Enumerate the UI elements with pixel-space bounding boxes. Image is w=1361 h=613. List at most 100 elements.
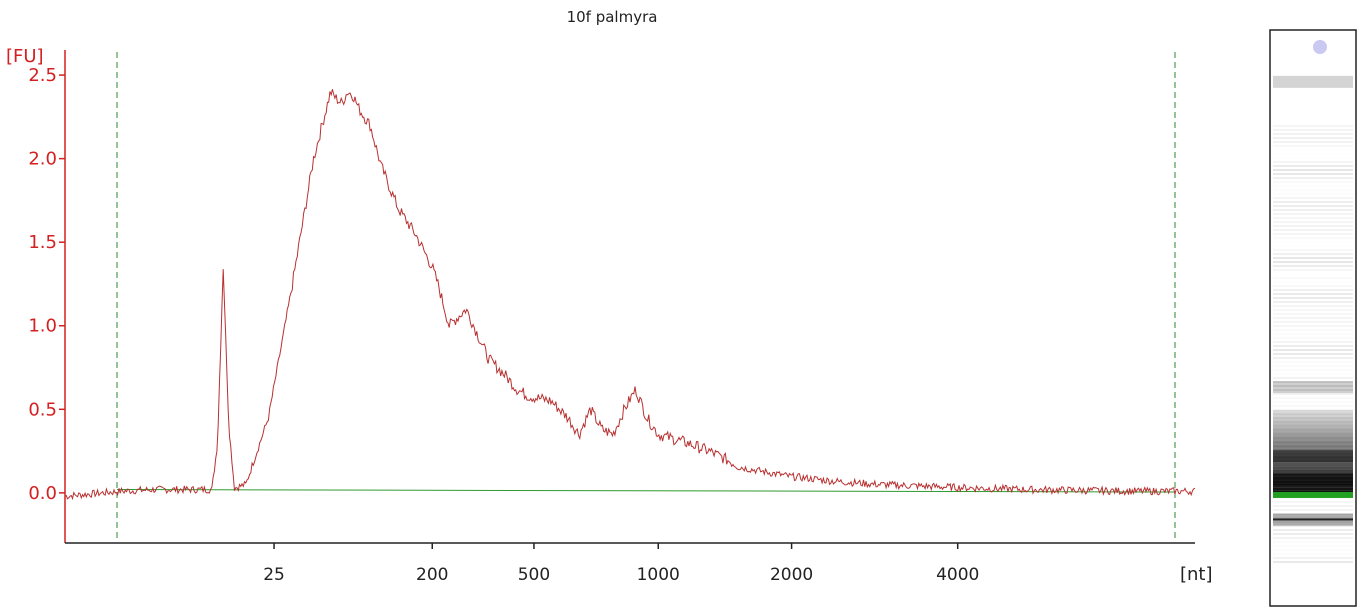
x-tick-label: 4000 [936, 565, 979, 585]
gel-smear-line [1273, 389, 1353, 391]
gel-smear-line [1273, 229, 1353, 231]
baseline-line [116, 489, 1176, 493]
gel-smear-line [1273, 433, 1353, 435]
gel-smear-line [1273, 145, 1353, 147]
gel-gradient-line [1273, 473, 1353, 477]
gel-smear-line [1273, 345, 1353, 347]
gel-smear-line [1273, 509, 1353, 511]
gel-smear-line [1273, 277, 1353, 279]
gel-smear-line [1273, 361, 1353, 363]
gel-smear-line [1273, 257, 1353, 259]
gel-gradient-line [1273, 476, 1353, 481]
gel-thin-band [1273, 518, 1353, 521]
gel-smear-line [1273, 521, 1353, 523]
gel-smear-line [1273, 153, 1353, 155]
x-tick-label: 1000 [637, 565, 680, 585]
gel-smear-line [1273, 273, 1353, 275]
gel-smear-line [1273, 541, 1353, 543]
gel-smear-line [1273, 537, 1353, 539]
gel-gradient-line [1273, 452, 1353, 456]
gel-smear-line [1273, 281, 1353, 283]
gel-smear-line [1273, 181, 1353, 183]
x-tick-label: 200 [416, 565, 448, 585]
gel-smear-line [1273, 313, 1353, 315]
gel-smear-line [1273, 205, 1353, 207]
gel-gradient-line [1273, 424, 1353, 428]
gel-well-dot [1313, 40, 1327, 54]
gel-smear-line [1273, 237, 1353, 239]
chart-title: 10f palmyra [567, 8, 658, 26]
gel-smear-line [1273, 317, 1353, 319]
gel-gradient-line [1273, 462, 1353, 467]
gel-smear-line [1273, 529, 1353, 531]
gel-smear-line [1273, 501, 1353, 503]
gel-smear-line [1273, 297, 1353, 299]
gel-gradient-line [1273, 445, 1353, 449]
gel-smear-line [1273, 525, 1353, 527]
gel-smear-line [1273, 253, 1353, 255]
gel-smear-line [1273, 329, 1353, 331]
gel-gradient-line [1273, 480, 1353, 484]
plot-area: 0.0 0.5 1.0 1.5 2.0 2.5 25 200 500 1000 2000 4000 [28, 50, 1196, 585]
gel-smear-line [1273, 325, 1353, 327]
gel-smear-line [1273, 365, 1353, 367]
gel-gradient-line [1273, 413, 1353, 418]
gel-smear-line [1273, 393, 1353, 395]
y-tick-label: 0.0 [28, 483, 57, 504]
gel-smear-line [1273, 505, 1353, 507]
gel-smear-line [1273, 309, 1353, 311]
gel-smear-line [1273, 217, 1353, 219]
gel-smear-line [1273, 285, 1353, 287]
gel-lane [1269, 29, 1357, 607]
gel-smear-line [1273, 349, 1353, 351]
gel-smear-line [1273, 197, 1353, 199]
gel-gradient-line [1273, 410, 1353, 414]
y-tick-label: 1.0 [28, 316, 57, 337]
gel-gradient-line [1273, 420, 1353, 425]
gel-smear-line [1273, 405, 1353, 407]
gel-lane-frame [1269, 29, 1357, 607]
x-tick-label: 500 [518, 565, 550, 585]
gel-smear-line [1273, 241, 1353, 243]
gel-smear-line [1273, 221, 1353, 223]
gel-band [1273, 75, 1353, 88]
gel-smear-line [1273, 353, 1353, 355]
gel-smear-line [1273, 381, 1353, 383]
gel-gradient-line [1273, 441, 1353, 446]
gel-smear-line [1273, 357, 1353, 359]
gel-smear-line [1273, 141, 1353, 143]
gel-gradient-line [1273, 487, 1353, 491]
gel-smear-line [1273, 553, 1353, 555]
gel-band [1273, 381, 1353, 394]
gel-smear-line [1273, 129, 1353, 131]
gel-smear-line [1273, 177, 1353, 179]
x-axis-unit-label: [nt] [1180, 564, 1213, 585]
x-tick-label: 25 [263, 565, 285, 585]
gel-smear-line [1273, 249, 1353, 251]
gel-gradient-line [1273, 466, 1353, 470]
gel-smear-line [1273, 161, 1353, 163]
gel-smear-line [1273, 149, 1353, 151]
gel-smear-line [1273, 245, 1353, 247]
gel-smear-line [1273, 401, 1353, 403]
gel-smear-line [1273, 133, 1353, 135]
gel-smear-line [1273, 413, 1353, 415]
gel-gradient-line [1273, 483, 1353, 488]
gel-smear-line [1273, 157, 1353, 159]
gel-smear-line [1273, 337, 1353, 339]
gel-smear-line [1273, 165, 1353, 167]
gel-smear-line [1273, 369, 1353, 371]
gel-smear-line [1273, 261, 1353, 263]
signal-trace [64, 89, 1196, 501]
gel-smear-line [1273, 441, 1353, 443]
gel-smear-line [1273, 173, 1353, 175]
gel-smear-line [1273, 193, 1353, 195]
gel-smear-line [1273, 209, 1353, 211]
gel-gradient-line [1273, 434, 1353, 439]
x-tick-label: 2000 [770, 565, 813, 585]
gel-smear-line [1273, 293, 1353, 295]
gel-lower-marker-band [1273, 491, 1353, 498]
gel-smear-line [1273, 301, 1353, 303]
gel-smear-line [1273, 233, 1353, 235]
gel-smear-line [1273, 437, 1353, 439]
